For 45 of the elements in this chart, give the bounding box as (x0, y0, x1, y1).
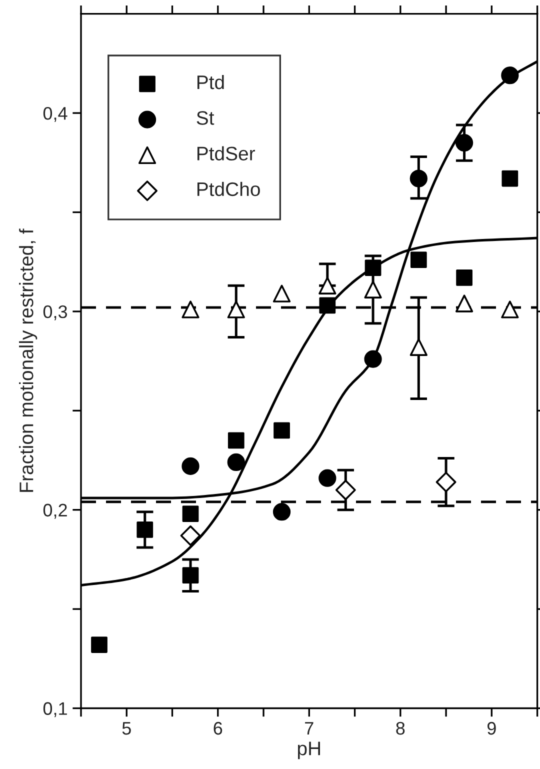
point (136, 522, 154, 538)
point (335, 480, 356, 500)
y-axis-title: Fraction motionally restricted, f (19, 228, 38, 492)
point (91, 636, 108, 653)
point (227, 300, 245, 318)
x-tick-label: 8 (396, 722, 405, 735)
point (274, 422, 290, 439)
point (501, 300, 519, 318)
point (182, 300, 200, 318)
point (182, 506, 199, 522)
point (228, 432, 244, 449)
point (364, 260, 382, 276)
point (364, 280, 382, 298)
point (272, 284, 291, 302)
x-axis-title: pH (298, 742, 320, 760)
legend-label: St (196, 111, 214, 125)
point (501, 66, 519, 84)
x-tick-label: 7 (305, 722, 314, 735)
y-tick-label: 0,4 (43, 106, 68, 122)
point (436, 472, 456, 492)
x-tick-label: 5 (122, 722, 131, 735)
point (410, 252, 427, 268)
point (456, 270, 472, 286)
point (410, 170, 428, 188)
point (182, 457, 200, 476)
point (364, 350, 382, 368)
legend-label: PtdSer (197, 146, 255, 160)
legend-label: PtdCho (197, 182, 260, 196)
point (227, 453, 245, 472)
point (455, 294, 474, 312)
point (318, 276, 336, 294)
x-tick-label: 9 (487, 722, 496, 735)
point (272, 503, 291, 521)
point (319, 297, 336, 314)
y-tick-label: 0,3 (43, 305, 68, 320)
point (502, 170, 518, 187)
point (182, 567, 199, 584)
point (410, 338, 428, 356)
point (455, 134, 474, 152)
y-tick-label: 0,2 (43, 504, 67, 519)
point (180, 525, 201, 546)
legend-label: Ptd (197, 74, 224, 90)
y-tick-label: 0,1 (43, 702, 67, 718)
x-tick-label: 6 (214, 722, 222, 735)
point (318, 469, 336, 487)
